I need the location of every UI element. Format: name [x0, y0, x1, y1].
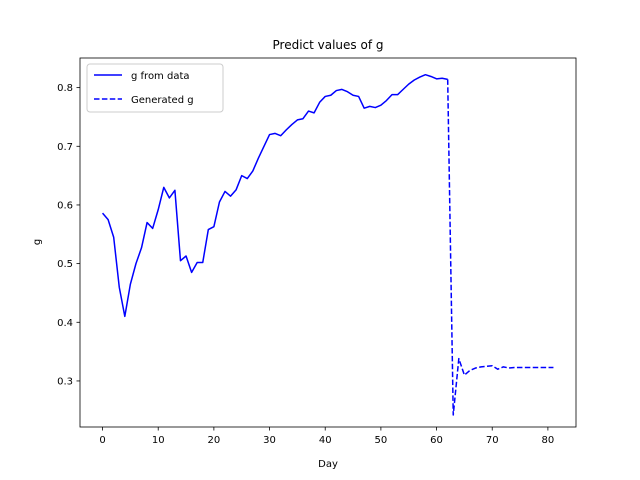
y-axis-ticks: 0.3 0.4 0.5 0.6 0.7 0.8: [57, 83, 80, 387]
y-tick-label: 0.7: [57, 142, 73, 153]
x-tick-label: 60: [430, 435, 443, 446]
x-tick-label: 80: [542, 435, 555, 446]
y-tick-label: 0.4: [57, 318, 73, 329]
y-tick-label: 0.8: [57, 83, 73, 94]
x-tick-label: 40: [319, 435, 332, 446]
x-tick-label: 20: [208, 435, 221, 446]
x-tick-label: 50: [375, 435, 388, 446]
y-tick-label: 0.5: [57, 259, 73, 270]
legend-box: [86, 63, 224, 113]
legend-label-g-from-data: g from data: [131, 71, 190, 82]
y-tick-label: 0.3: [57, 376, 73, 387]
y-tick-label: 0.6: [57, 200, 73, 211]
x-axis-label: Day: [318, 459, 338, 470]
x-axis-ticks: 0 10 20 30 40 50 60 70 80: [99, 427, 554, 446]
series-line-g-from-data: [101, 73, 448, 318]
y-axis-label: g: [32, 239, 43, 245]
plot-area: [79, 57, 577, 428]
legend-label-generated-g: Generated g: [131, 95, 194, 106]
series-line-generated-g: [446, 79, 554, 416]
plot-frame: [79, 57, 577, 428]
chart-title: Predict values of g: [273, 38, 384, 52]
x-tick-label: 30: [263, 435, 276, 446]
x-tick-label: 10: [152, 435, 165, 446]
x-tick-label: 70: [486, 435, 499, 446]
x-tick-label: 0: [99, 435, 105, 446]
legend: g from data Generated g: [86, 63, 224, 113]
